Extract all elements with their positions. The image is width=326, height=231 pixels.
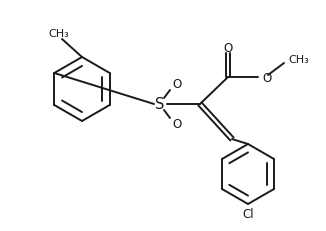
Text: CH₃: CH₃ <box>289 55 309 65</box>
Text: O: O <box>172 78 181 91</box>
Text: CH₃: CH₃ <box>49 29 69 39</box>
Text: O: O <box>223 41 233 54</box>
Text: O: O <box>172 118 181 131</box>
Text: Cl: Cl <box>242 208 254 221</box>
Text: S: S <box>155 97 165 112</box>
Text: O: O <box>262 71 271 84</box>
